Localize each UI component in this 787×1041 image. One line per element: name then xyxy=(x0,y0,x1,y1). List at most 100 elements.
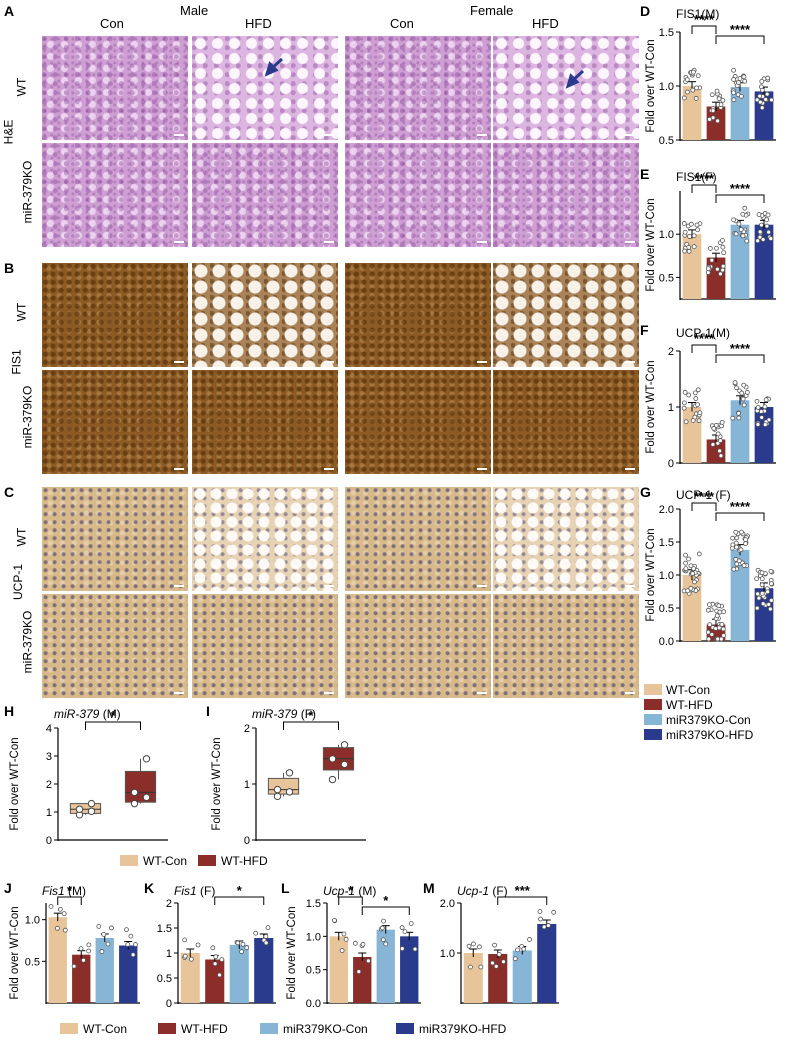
data-point xyxy=(741,563,747,568)
significance-label: **** xyxy=(730,22,751,37)
data-point xyxy=(253,930,259,936)
row-label-ucp1-wt: WT xyxy=(14,527,29,547)
ucp1-female-ko-con xyxy=(345,594,491,698)
data-point xyxy=(691,69,696,75)
chart-title-main: miR-379 xyxy=(54,707,100,721)
data-point xyxy=(736,558,742,564)
data-point xyxy=(399,925,405,931)
data-point xyxy=(379,925,385,931)
data-point xyxy=(365,958,371,964)
data-point xyxy=(81,957,86,963)
legend-bottom-swatch-wt-con xyxy=(60,1023,78,1034)
chart-title-main: FIS1(F) xyxy=(676,170,717,184)
panel-label-b: B xyxy=(4,260,15,276)
data-point xyxy=(711,426,717,431)
header-female-con: Con xyxy=(390,16,414,31)
data-point xyxy=(716,96,722,102)
data-point xyxy=(696,418,702,424)
y-tick-label: 4 xyxy=(46,723,52,735)
significance-label: * xyxy=(67,883,73,898)
data-point xyxy=(764,217,770,223)
bar-wt-hfd xyxy=(488,954,508,1003)
he-female-ko-con xyxy=(345,143,491,247)
data-point xyxy=(273,792,282,801)
bar-ko-hfd xyxy=(537,924,557,1003)
stain-label-ucp1: UCP-1 xyxy=(11,563,26,601)
data-point xyxy=(681,405,687,411)
data-point xyxy=(48,904,54,909)
ucp1-male-ko-hfd xyxy=(192,594,338,698)
y-tick-label: 1.0 xyxy=(440,948,455,960)
fis1-male-wt-con xyxy=(42,263,188,367)
significance-bracket xyxy=(85,721,141,730)
chart-title: Ucp-1 (F) xyxy=(457,884,508,898)
panel-label-j: J xyxy=(4,880,12,896)
y-tick-label: 1.5 xyxy=(306,898,321,910)
data-point xyxy=(721,609,727,615)
data-point xyxy=(142,755,151,763)
significance-label: * xyxy=(348,883,354,898)
data-point xyxy=(690,571,696,576)
data-point xyxy=(705,607,711,613)
y-tick-label: 2 xyxy=(166,898,172,910)
y-axis-label: Fold over WT-Con xyxy=(645,528,657,621)
box-wt-con xyxy=(69,803,102,814)
data-point xyxy=(741,382,747,388)
significance-label: * xyxy=(110,708,116,723)
legend-right-wt-con: WT-Con xyxy=(666,683,711,697)
bar-ko-hfd xyxy=(400,936,419,1003)
significance-label: **** xyxy=(730,181,751,196)
data-point xyxy=(738,93,744,99)
ucp1-female-wt-con xyxy=(345,487,491,591)
data-point xyxy=(681,95,687,101)
data-point xyxy=(695,227,701,233)
bar-ko-hfd xyxy=(754,588,774,641)
data-point xyxy=(402,929,408,935)
legend-bottom-swatch-ko-con xyxy=(260,1023,278,1034)
chart-mir379-female: miR-379 (F) Fold over WT-Con 0 1 2 * xyxy=(211,707,366,847)
data-point xyxy=(521,946,527,952)
data-point xyxy=(496,952,502,957)
data-point xyxy=(182,937,188,943)
bar-wt-con xyxy=(682,575,702,641)
data-point xyxy=(686,556,692,562)
data-point xyxy=(768,568,774,574)
data-point xyxy=(142,793,151,802)
chart-ucp1-male: UCP-1(M) Fold over WT-Con 0 1 2 **** **** xyxy=(645,326,776,470)
y-tick-label: 1 xyxy=(46,807,52,819)
data-point xyxy=(71,963,77,969)
data-point xyxy=(691,244,697,250)
data-point xyxy=(477,944,482,950)
data-point xyxy=(740,233,746,239)
y-tick-label: 1.5 xyxy=(659,537,674,549)
data-point xyxy=(101,932,107,937)
data-point xyxy=(328,775,337,784)
chart-ucp1-mrna-male: Ucp-1 (M) Fold over WT-Con 0.0 0.5 1.0 1.5 * * xyxy=(286,883,421,1010)
data-point xyxy=(754,576,759,582)
data-point xyxy=(493,964,499,969)
data-point xyxy=(239,949,244,955)
data-point xyxy=(195,942,201,948)
data-point xyxy=(739,529,744,535)
y-tick-label: 0.5 xyxy=(659,603,674,615)
significance-label: *** xyxy=(515,883,531,898)
legend-mid-swatch-wt-hfd xyxy=(198,855,216,866)
chart-title-suffix: (M) xyxy=(355,884,376,898)
data-point xyxy=(732,380,738,385)
data-point xyxy=(768,597,774,603)
chart-title-suffix: (F) xyxy=(197,884,216,898)
legend-right-ko-con: miR379KO-Con xyxy=(666,713,751,727)
data-point xyxy=(78,946,84,952)
y-tick-label: 1.0 xyxy=(659,570,674,582)
data-point xyxy=(710,442,716,447)
y-tick-label: 1.0 xyxy=(659,229,674,241)
bar-ko-con xyxy=(229,945,249,1003)
data-point xyxy=(133,942,138,947)
y-tick-label: 1.0 xyxy=(659,81,674,93)
data-point xyxy=(683,566,689,572)
y-axis-label: Fold over WT-Con xyxy=(645,360,657,453)
data-point xyxy=(709,92,715,98)
arrow-icon xyxy=(565,69,585,89)
bar-ko-con xyxy=(730,549,750,641)
stain-label-fis1: FIS1 xyxy=(9,349,24,375)
